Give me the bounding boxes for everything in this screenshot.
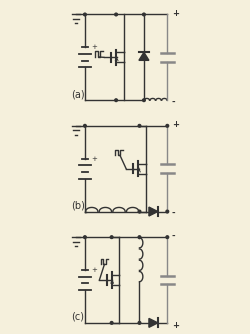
- Text: (a): (a): [72, 89, 85, 99]
- Text: +: +: [92, 267, 98, 273]
- Circle shape: [115, 13, 117, 16]
- Circle shape: [142, 99, 145, 102]
- Polygon shape: [149, 318, 158, 327]
- Polygon shape: [139, 52, 149, 60]
- Circle shape: [142, 13, 145, 16]
- Text: -: -: [172, 98, 175, 107]
- Text: +: +: [172, 120, 179, 129]
- Text: (b): (b): [72, 200, 86, 210]
- Circle shape: [84, 13, 86, 16]
- Polygon shape: [149, 207, 158, 216]
- Circle shape: [110, 236, 113, 238]
- Circle shape: [138, 210, 141, 213]
- Circle shape: [166, 236, 169, 238]
- Text: +: +: [172, 321, 179, 330]
- Circle shape: [110, 322, 113, 324]
- Text: +: +: [92, 156, 98, 162]
- Circle shape: [138, 125, 141, 127]
- Text: +: +: [172, 9, 179, 18]
- Text: (c): (c): [72, 312, 85, 322]
- Circle shape: [84, 236, 86, 238]
- Circle shape: [115, 99, 117, 102]
- Text: -: -: [172, 209, 175, 218]
- Circle shape: [138, 322, 141, 324]
- Circle shape: [166, 210, 169, 213]
- Text: +: +: [92, 44, 98, 50]
- Circle shape: [138, 236, 141, 238]
- Text: -: -: [172, 231, 175, 240]
- Circle shape: [166, 125, 169, 127]
- Circle shape: [84, 125, 86, 127]
